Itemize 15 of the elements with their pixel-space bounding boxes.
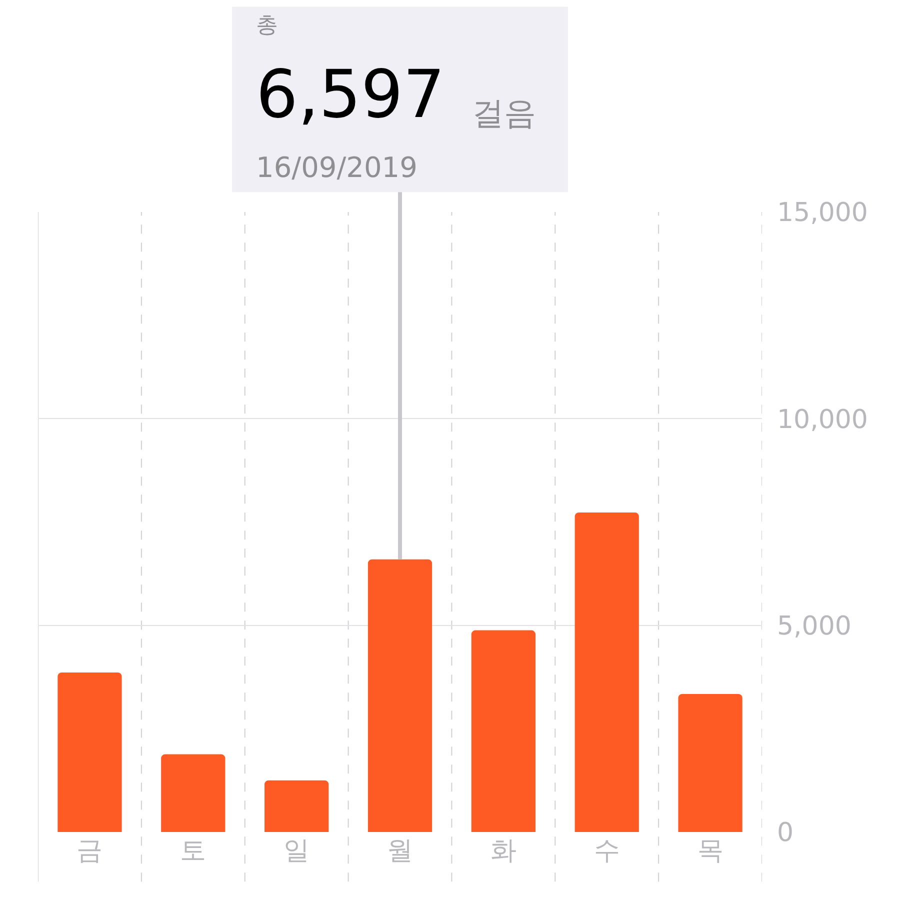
y-tick-label: 0 bbox=[777, 818, 794, 848]
x-tick-label: 목 bbox=[697, 836, 724, 866]
x-tick-label: 일 bbox=[284, 836, 310, 866]
text: 16/09/2019 bbox=[256, 151, 418, 184]
y-tick-label: 10,000 bbox=[777, 404, 868, 435]
y-tick-label: 15,000 bbox=[777, 198, 868, 228]
x-tick-label: 토 bbox=[180, 836, 206, 866]
x-tick-label: 화 bbox=[490, 836, 516, 866]
y-tick-label: 5,000 bbox=[777, 611, 852, 642]
x-tick-label: 금 bbox=[76, 836, 103, 866]
text: 걸음 bbox=[472, 94, 536, 132]
text: 총 bbox=[256, 13, 278, 38]
x-tick-label: 수 bbox=[594, 836, 620, 866]
annotation: 6,597 bbox=[256, 56, 445, 133]
x-tick-label: 월 bbox=[387, 836, 413, 866]
